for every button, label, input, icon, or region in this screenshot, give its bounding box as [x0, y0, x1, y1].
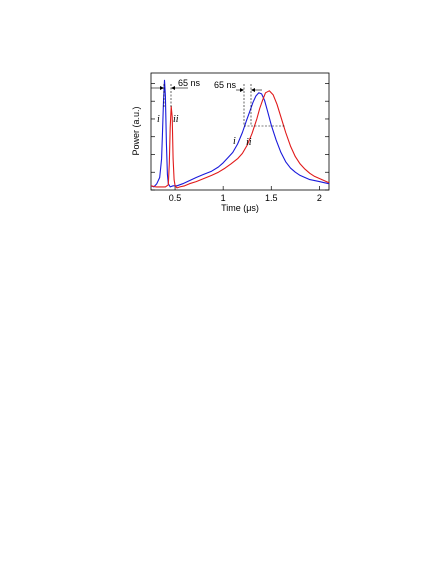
arrowhead-right-2 [251, 88, 255, 92]
plot-frame [150, 72, 330, 191]
x-tick-label: 1 [221, 193, 226, 203]
x-tick-label: 0.5 [169, 193, 182, 203]
x-tick-label: 2 [317, 193, 322, 203]
series-line-2 [150, 90, 330, 189]
arrowhead-left-1 [160, 86, 164, 90]
delay-label-1: 65 ns [178, 78, 201, 88]
label-i-rise: i [233, 136, 236, 147]
delay-label-2: 65 ns [214, 80, 237, 90]
series-line-1 [150, 79, 330, 188]
y-axis-label: Power (a.u.) [131, 106, 141, 155]
x-tick-label: 1.5 [265, 193, 278, 203]
x-axis-label: Time (μs) [221, 203, 259, 213]
label-ii-rise: ii [246, 137, 252, 148]
series-group [150, 79, 330, 189]
arrowhead-left-2 [240, 88, 244, 92]
annotation-guides [151, 84, 285, 127]
label-i-peak: i [157, 114, 160, 125]
axis-ticks: 0.5 1 1.5 2 [151, 83, 329, 203]
arrowhead-right-1 [171, 86, 175, 90]
label-ii-peak: ii [173, 114, 179, 125]
